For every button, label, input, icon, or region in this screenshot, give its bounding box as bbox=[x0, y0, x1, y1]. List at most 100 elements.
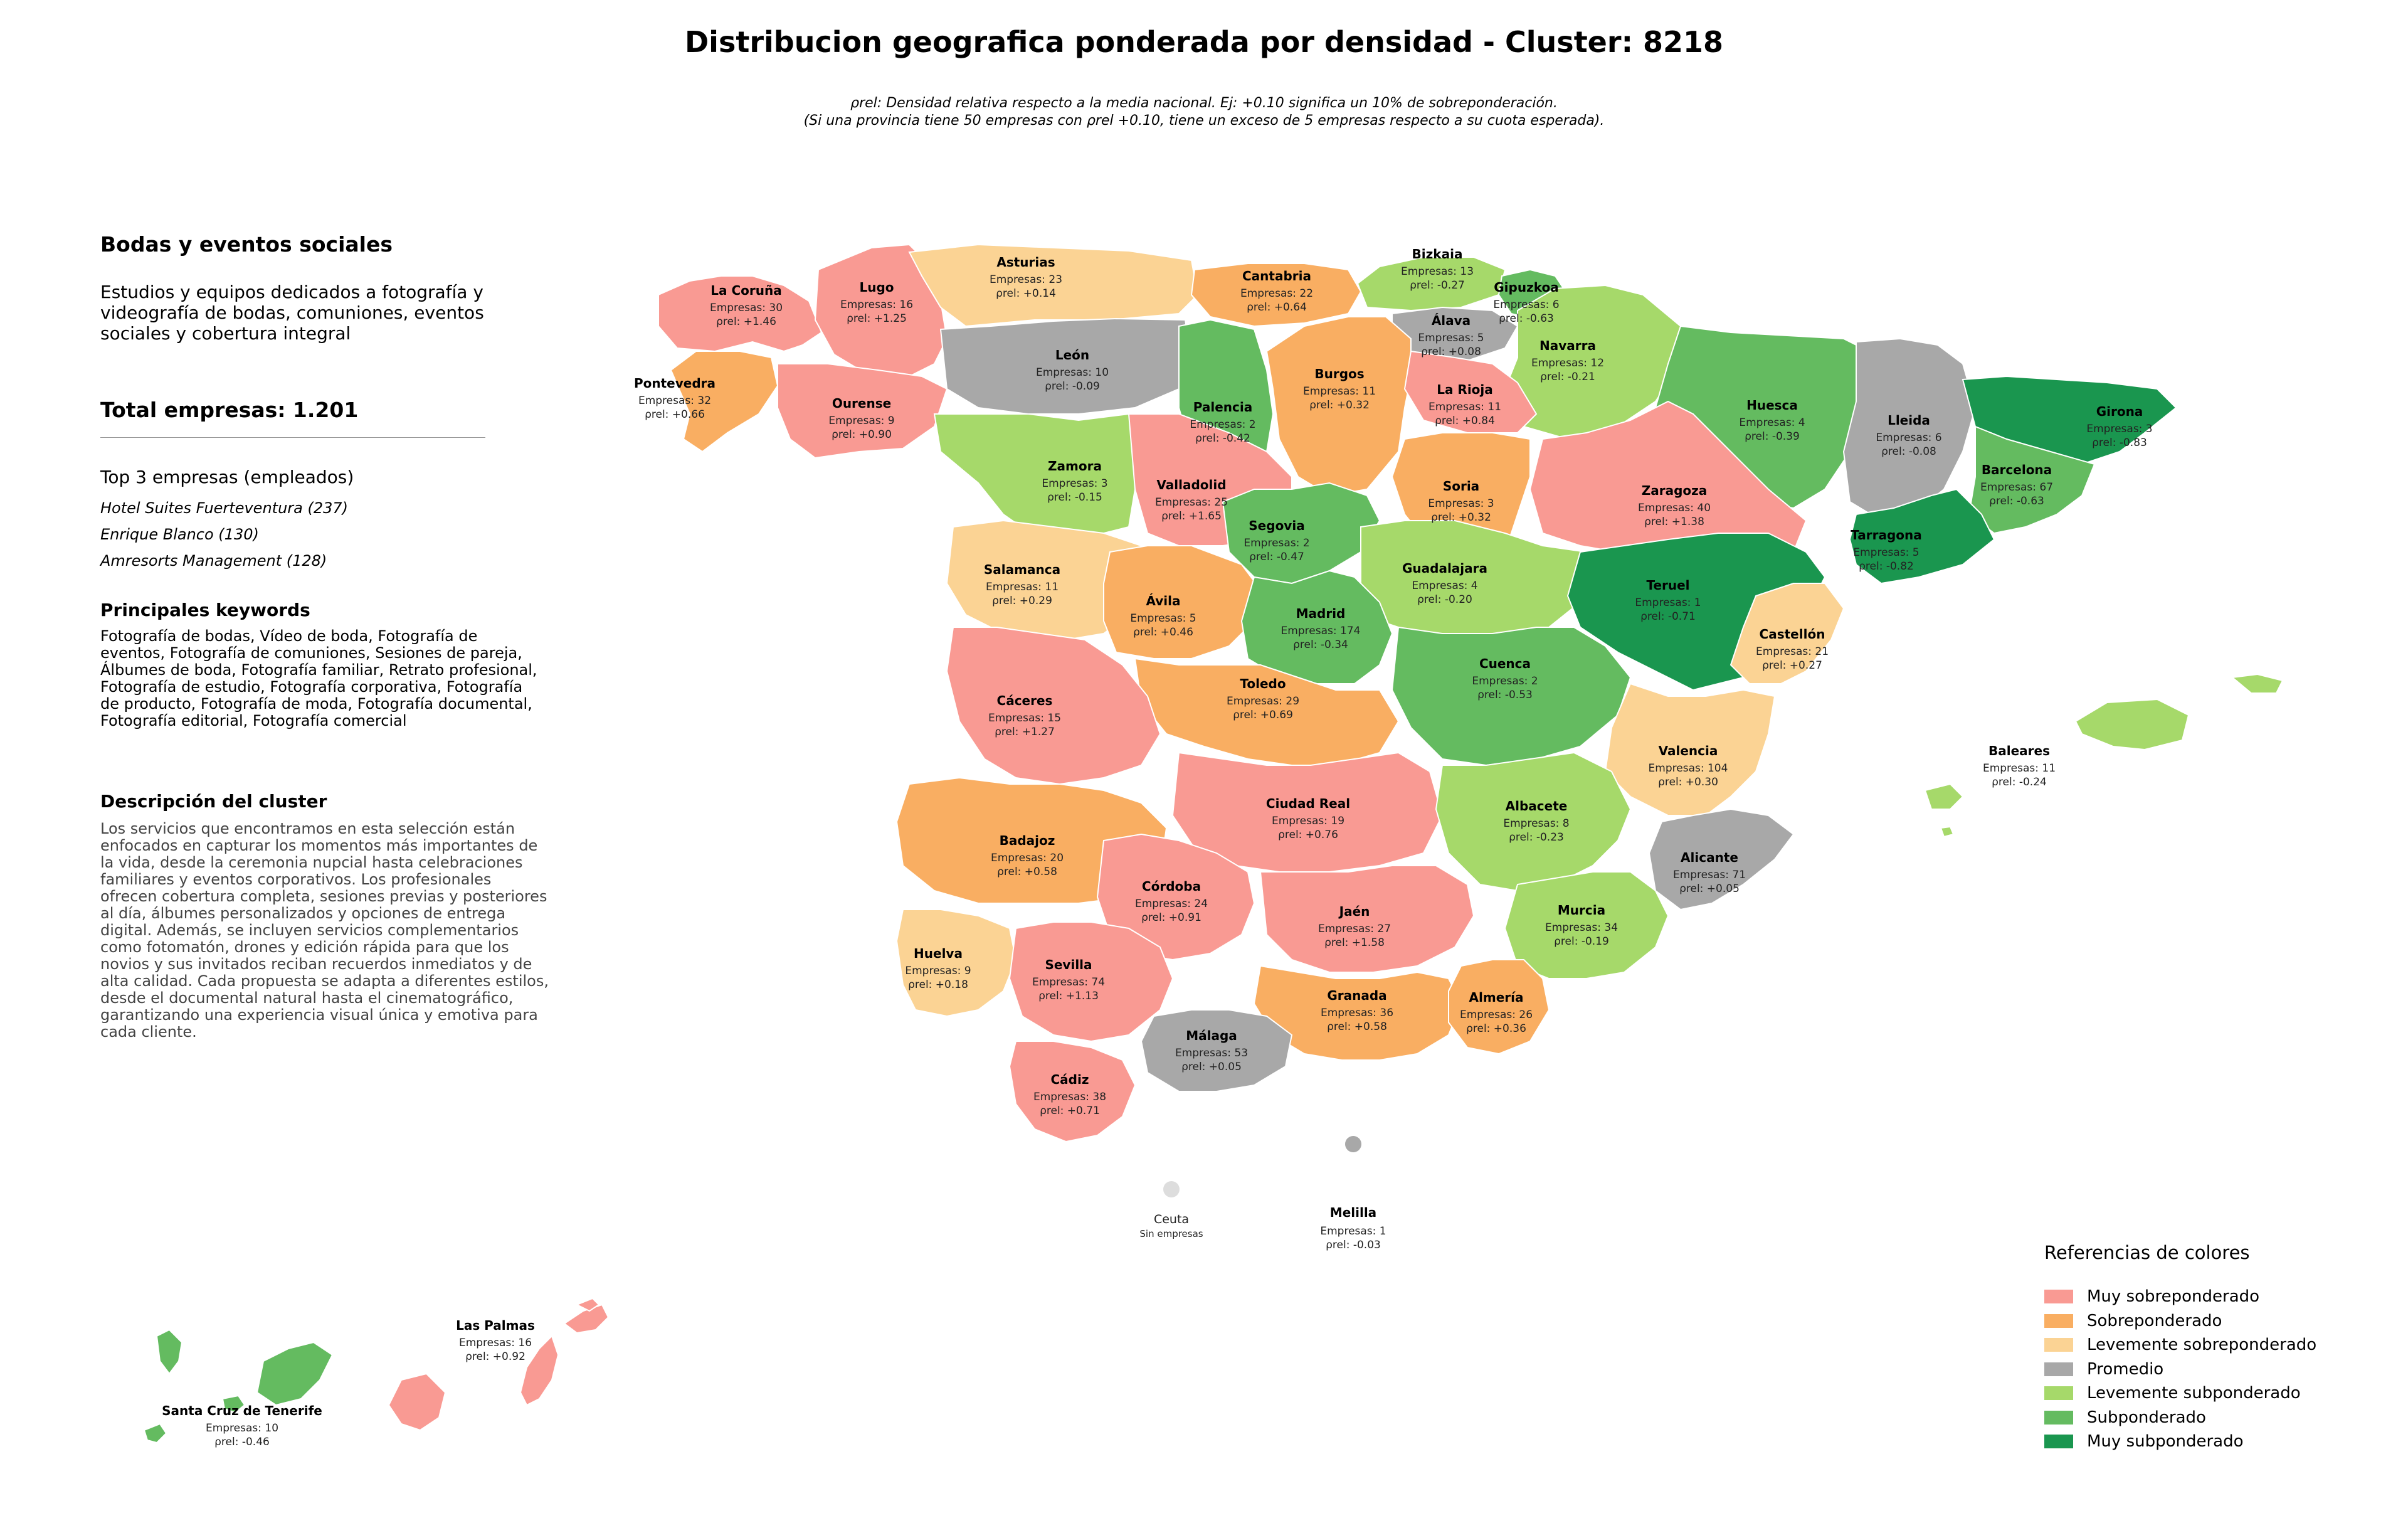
legend-label: Subponderado bbox=[2087, 1408, 2206, 1427]
province-label-teruel: Teruel bbox=[1646, 578, 1689, 593]
province-label-huelva: Huelva bbox=[914, 946, 963, 961]
province-la-coruna bbox=[658, 275, 823, 353]
province-companies-cuenca: Empresas: 2 bbox=[1472, 675, 1538, 687]
keywords-list: Fotografía de bodas, Vídeo de boda, Foto… bbox=[100, 627, 537, 730]
province-label-ourense: Ourense bbox=[832, 396, 891, 411]
province-cadiz bbox=[1008, 1041, 1136, 1143]
province-rho-valencia: ρrel: +0.30 bbox=[1658, 776, 1718, 788]
province-rho-cordoba: ρrel: +0.91 bbox=[1141, 911, 1201, 924]
keywords-heading: Principales keywords bbox=[100, 600, 310, 620]
province-rho-granada: ρrel: +0.58 bbox=[1327, 1021, 1387, 1033]
province-rho-soria: ρrel: +0.32 bbox=[1431, 511, 1491, 524]
province-label-leon: León bbox=[1055, 348, 1089, 363]
top-companies-label: Top 3 empresas (empleados) bbox=[100, 467, 354, 487]
province-companies-guadalajara: Empresas: 4 bbox=[1412, 580, 1477, 592]
chart-title: Distribucion geografica ponderada por de… bbox=[685, 25, 1723, 59]
province-companies-melilla: Empresas: 1 bbox=[1320, 1225, 1386, 1238]
province-rho-sevilla: ρrel: +1.13 bbox=[1038, 990, 1099, 1002]
province-rho-tarragona: ρrel: -0.82 bbox=[1859, 560, 1914, 573]
province-albacete bbox=[1435, 751, 1632, 892]
province-rho-baleares: ρrel: -0.24 bbox=[1992, 776, 2047, 788]
province-label-santa-cruz-de-tenerife: Santa Cruz de Tenerife bbox=[162, 1403, 322, 1418]
province-rho-alicante: ρrel: +0.05 bbox=[1679, 883, 1740, 895]
province-segovia bbox=[1222, 482, 1381, 585]
province-companies-pontevedra: Empresas: 32 bbox=[638, 395, 711, 407]
province-label-salamanca: Salamanca bbox=[984, 562, 1060, 577]
province-baleares-island-3 bbox=[1940, 825, 1955, 838]
province-rho-toledo: ρrel: +0.69 bbox=[1233, 709, 1293, 721]
province-rho-cantabria: ρrel: +0.64 bbox=[1247, 301, 1307, 314]
province-rho-almeria: ρrel: +0.36 bbox=[1466, 1022, 1526, 1035]
province-rho-navarra: ρrel: -0.21 bbox=[1540, 371, 1595, 383]
province-label-cantabria: Cantabria bbox=[1242, 268, 1311, 284]
province-label-badajoz: Badajoz bbox=[1000, 833, 1055, 848]
province-avila bbox=[1103, 545, 1262, 659]
province-companies-malaga: Empresas: 53 bbox=[1175, 1047, 1248, 1059]
top-company-2: Enrique Blanco (130) bbox=[100, 526, 259, 543]
legend-item-sobreponderado: Sobreponderado bbox=[2044, 1309, 2370, 1334]
province-label-bizkaia: Bizkaia bbox=[1412, 247, 1463, 262]
province-rho-zaragoza: ρrel: +1.38 bbox=[1644, 516, 1704, 528]
province-barcelona bbox=[1968, 425, 2096, 534]
province-companies-sevilla: Empresas: 74 bbox=[1032, 976, 1105, 989]
province-toledo bbox=[1134, 657, 1400, 766]
province-rho-avila: ρrel: +0.46 bbox=[1133, 626, 1193, 639]
province-label-lleida: Lleida bbox=[1888, 413, 1930, 428]
legend-item-subponderado: Subponderado bbox=[2044, 1406, 2370, 1430]
province-companies-ourense: Empresas: 9 bbox=[828, 415, 894, 427]
province-las-palmas-island-2 bbox=[563, 1303, 610, 1334]
province-label-la-rioja: La Rioja bbox=[1437, 382, 1493, 397]
province-rho-melilla: ρrel: -0.03 bbox=[1326, 1239, 1381, 1251]
province-rho-salamanca: ρrel: +0.29 bbox=[992, 595, 1052, 607]
province-label-segovia: Segovia bbox=[1249, 518, 1304, 533]
province-label-gipuzkoa: Gipuzkoa bbox=[1494, 280, 1558, 295]
province-rho-valladolid: ρrel: +1.65 bbox=[1161, 510, 1222, 523]
legend-item-promedio: Promedio bbox=[2044, 1357, 2370, 1382]
description-heading: Descripción del cluster bbox=[100, 791, 327, 812]
province-las-palmas-island-1 bbox=[519, 1335, 559, 1406]
province-companies-las-palmas: Empresas: 16 bbox=[459, 1337, 532, 1349]
province-companies-salamanca: Empresas: 11 bbox=[986, 581, 1059, 593]
province-baleares-island-1 bbox=[1924, 783, 1964, 810]
top-company-1: Hotel Suites Fuerteventura (237) bbox=[100, 499, 349, 517]
province-label-alicante: Alicante bbox=[1681, 850, 1738, 865]
legend-swatch bbox=[2044, 1386, 2073, 1401]
province-companies-ciudad-real: Empresas: 19 bbox=[1272, 815, 1344, 827]
province-companies-la-coruna: Empresas: 30 bbox=[710, 302, 783, 314]
legend-label: Muy sobreponderado bbox=[2087, 1287, 2260, 1307]
province-rho-pontevedra: ρrel: +0.66 bbox=[645, 408, 705, 421]
province-label-murcia: Murcia bbox=[1558, 903, 1605, 918]
province-rho-girona: ρrel: -0.83 bbox=[2092, 437, 2147, 449]
province-companies-albacete: Empresas: 8 bbox=[1503, 817, 1569, 830]
legend-label: Levemente subponderado bbox=[2087, 1384, 2301, 1403]
province-label-ciudad-real: Ciudad Real bbox=[1266, 796, 1350, 811]
province-companies-gipuzkoa: Empresas: 6 bbox=[1493, 299, 1559, 311]
province-companies-cadiz: Empresas: 38 bbox=[1033, 1091, 1106, 1103]
province-madrid bbox=[1240, 570, 1393, 684]
province-label-zamora: Zamora bbox=[1048, 459, 1102, 474]
legend-swatch bbox=[2044, 1410, 2073, 1425]
province-label-girona: Girona bbox=[2096, 404, 2143, 419]
province-rho-ciudad-real: ρrel: +0.76 bbox=[1278, 829, 1338, 841]
province-companies-lugo: Empresas: 16 bbox=[840, 299, 913, 311]
divider bbox=[100, 437, 485, 438]
province-rho-burgos: ρrel: +0.32 bbox=[1309, 399, 1370, 411]
province-rho-zamora: ρrel: -0.15 bbox=[1047, 491, 1102, 504]
province-companies-huesca: Empresas: 4 bbox=[1739, 416, 1805, 429]
province-malaga bbox=[1140, 1009, 1293, 1092]
province-ourense bbox=[777, 363, 948, 459]
province-santa-cruz-de-tenerife-island-3 bbox=[143, 1423, 167, 1444]
legend-title: Referencias de colores bbox=[2044, 1242, 2250, 1263]
legend-label: Levemente sobreponderado bbox=[2087, 1335, 2317, 1355]
province-label-lugo: Lugo bbox=[859, 280, 894, 295]
province-companies-barcelona: Empresas: 67 bbox=[1980, 481, 2053, 494]
province-companies-palencia: Empresas: 2 bbox=[1190, 418, 1255, 431]
province-castellon bbox=[1729, 583, 1845, 684]
province-companies-badajoz: Empresas: 20 bbox=[991, 852, 1064, 864]
province-santa-cruz-de-tenerife bbox=[256, 1341, 334, 1406]
province-label-madrid: Madrid bbox=[1296, 606, 1346, 621]
province-companies-avila: Empresas: 5 bbox=[1130, 612, 1196, 625]
province-label-guadalajara: Guadalajara bbox=[1402, 561, 1487, 576]
province-rho-palencia: ρrel: -0.42 bbox=[1195, 432, 1250, 445]
province-companies-tarragona: Empresas: 5 bbox=[1853, 546, 1919, 559]
